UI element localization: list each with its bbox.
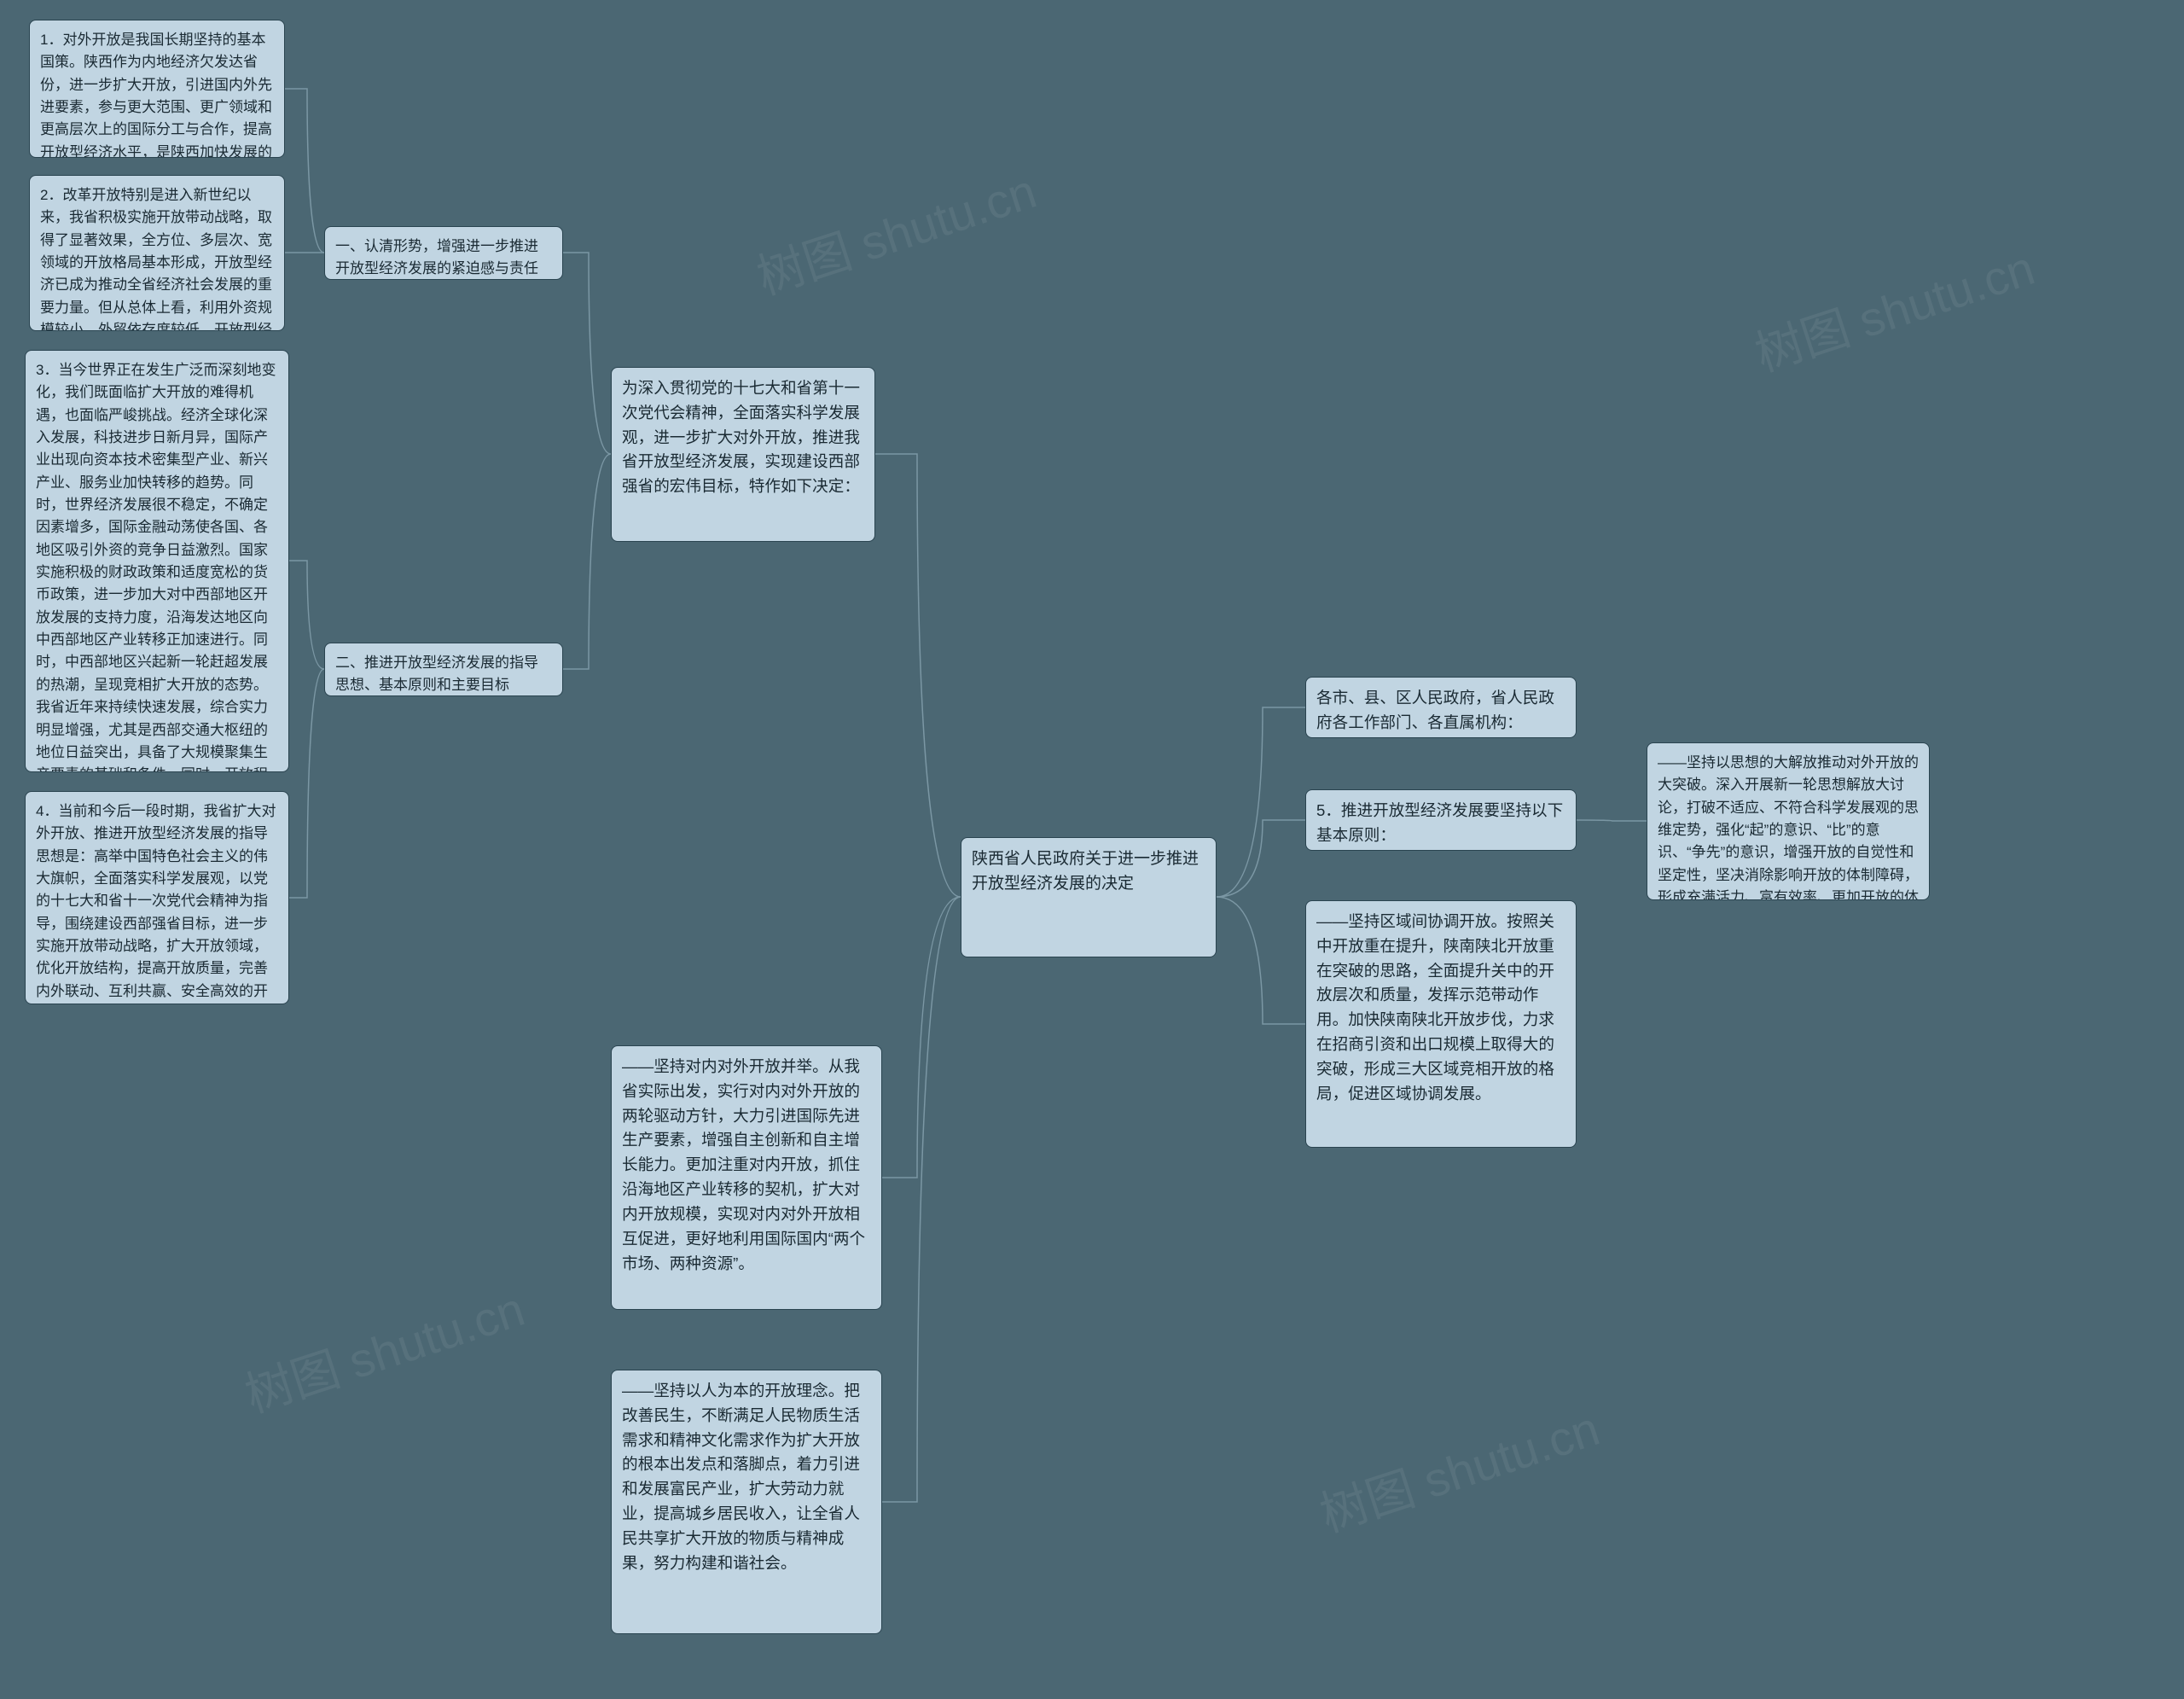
- node-intro[interactable]: 为深入贯彻党的十七大和省第十一次党代会精神，全面落实科学发展观，进一步扩大对外开…: [611, 367, 875, 542]
- node-para-4[interactable]: 4．当前和今后一段时期，我省扩大对外开放、推进开放型经济发展的指导思想是：高举中…: [25, 791, 289, 1004]
- root-node[interactable]: 陕西省人民政府关于进一步推进开放型经济发展的决定: [961, 837, 1217, 957]
- node-principle-both[interactable]: ——坚持对内对外开放并举。从我省实际出发，实行对内对外开放的两轮驱动方针，大力引…: [611, 1045, 882, 1310]
- node-para-1[interactable]: 1．对外开放是我国长期坚持的基本国策。陕西作为内地经济欠发达省份，进一步扩大开放…: [29, 20, 285, 158]
- node-para-3[interactable]: 3．当今世界正在发生广泛而深刻地变化，我们既面临扩大开放的难得机遇，也面临严峻挑…: [25, 350, 289, 772]
- watermark: 树图 shutu.cn: [1745, 230, 2042, 386]
- node-principle-people[interactable]: ——坚持以人为本的开放理念。把改善民生，不断满足人民物质生活需求和精神文化需求作…: [611, 1370, 882, 1634]
- node-principle-thought[interactable]: ——坚持以思想的大解放推动对外开放的大突破。深入开展新一轮思想解放大讨论，打破不…: [1647, 742, 1930, 900]
- watermark: 树图 shutu.cn: [235, 1271, 532, 1427]
- node-para-2[interactable]: 2．改革开放特别是进入新世纪以来，我省积极实施开放带动战略，取得了显著效果，全方…: [29, 175, 285, 331]
- node-section-2[interactable]: 二、推进开放型经济发展的指导思想、基本原则和主要目标: [324, 643, 563, 696]
- watermark: 树图 shutu.cn: [747, 154, 1044, 309]
- node-principle-region[interactable]: ——坚持区域间协调开放。按照关中开放重在提升，陕南陕北开放重在突破的思路，全面提…: [1305, 900, 1577, 1148]
- watermark: 树图 shutu.cn: [1310, 1391, 1607, 1546]
- node-section-1[interactable]: 一、认清形势，增强进一步推进开放型经济发展的紧迫感与责任感: [324, 226, 563, 280]
- node-point-5[interactable]: 5．推进开放型经济发展要坚持以下基本原则：: [1305, 789, 1577, 851]
- node-gov-addressees[interactable]: 各市、县、区人民政府，省人民政府各工作部门、各直属机构：: [1305, 677, 1577, 738]
